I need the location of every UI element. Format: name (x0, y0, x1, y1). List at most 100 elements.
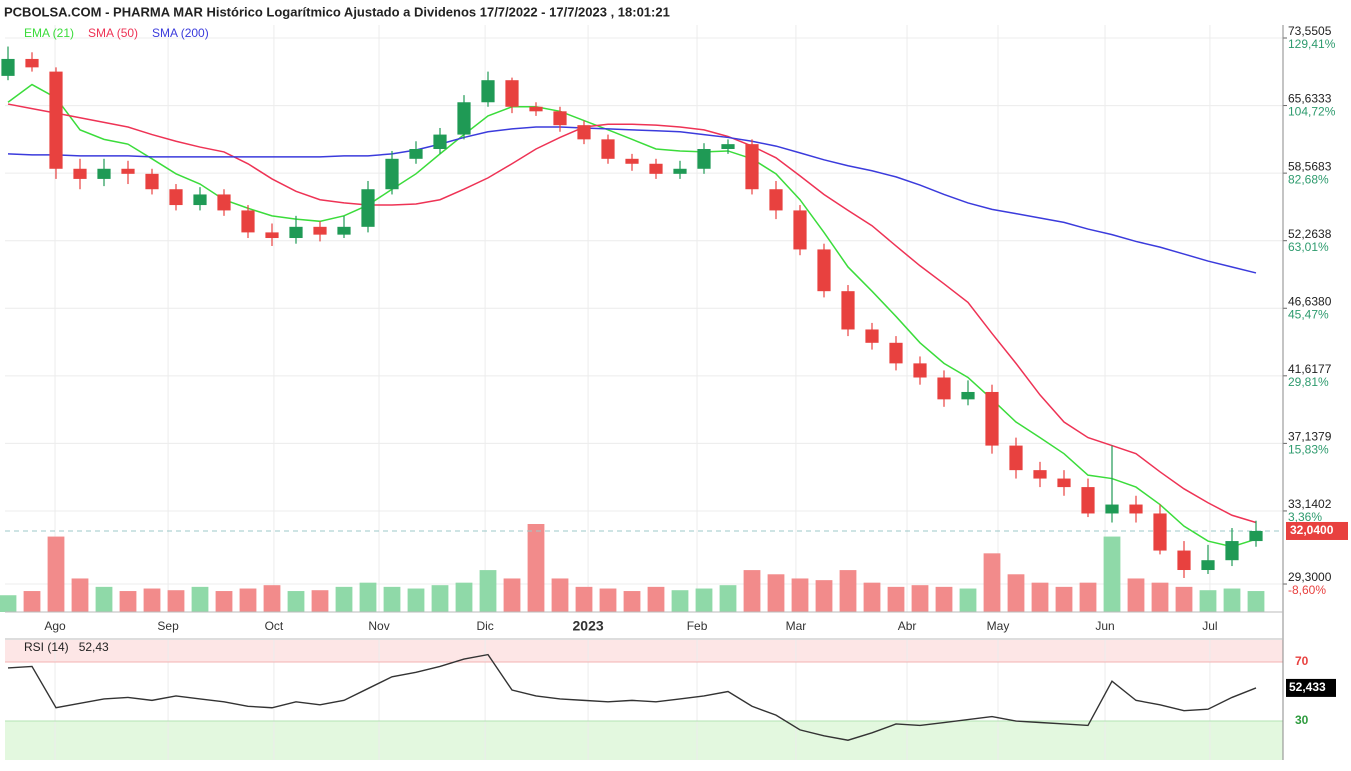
volume-bar (983, 553, 1001, 612)
volume-bar (287, 591, 305, 612)
volume-bar (791, 578, 809, 612)
volume-bar (935, 586, 953, 612)
x-tick-label: Ago (44, 619, 66, 633)
rsi-tick-label: 70 (1295, 654, 1309, 668)
candle-body (265, 232, 279, 239)
volume-bar (599, 588, 617, 612)
x-tick-label: 2023 (573, 618, 604, 634)
y-tick-percent: 29,81% (1288, 375, 1329, 389)
volume-bar (119, 591, 137, 612)
rsi-name: RSI (14) (24, 640, 69, 654)
volume-bar (575, 586, 593, 612)
volume-bar (1103, 536, 1121, 612)
candle-body (1, 58, 15, 76)
candle-body (913, 363, 927, 378)
candle-body (457, 102, 471, 135)
y-tick-label: 37,1379 (1288, 430, 1332, 444)
candle-body (961, 391, 975, 400)
y-tick-label: 41,6177 (1288, 362, 1332, 376)
legend-entry: SMA (50) (88, 26, 138, 40)
y-tick-percent: 63,01% (1288, 240, 1329, 254)
volume-bar (551, 578, 569, 612)
volume-bar (263, 585, 281, 612)
y-tick-percent: 45,47% (1288, 307, 1329, 321)
y-tick-label: 33,1402 (1288, 497, 1332, 511)
y-tick-percent: 129,41% (1288, 37, 1336, 51)
volume-bar (359, 582, 377, 612)
x-tick-label: Nov (368, 619, 389, 633)
candle-body (649, 163, 663, 174)
volume-bar (455, 582, 473, 612)
volume-bar (143, 588, 161, 612)
rsi-oversold-zone (5, 721, 1283, 760)
volume-bar (887, 586, 905, 612)
candle-body (769, 189, 783, 211)
candle-body (1033, 470, 1047, 479)
x-tick-label: Jun (1095, 619, 1114, 633)
candle-body (145, 173, 159, 190)
volume-bar (815, 580, 833, 612)
chart-title: PCBOLSA.COM - PHARMA MAR Histórico Logar… (4, 4, 670, 19)
candle-body (865, 329, 879, 343)
candle-body (1081, 487, 1095, 514)
volume-bar (335, 586, 353, 612)
volume-bar (839, 570, 857, 612)
candle-body (745, 144, 759, 190)
volume-bar (191, 586, 209, 612)
volume-bar (1055, 586, 1073, 612)
candle-body (577, 125, 591, 140)
volume-bar (23, 591, 41, 612)
candle-body (1177, 550, 1191, 571)
volume-bar (239, 588, 257, 612)
volume-bar (503, 578, 521, 612)
volume-bar (527, 524, 545, 612)
y-tick-label: 52,2638 (1288, 227, 1332, 241)
candle-body (1057, 478, 1071, 488)
volume-bar (1247, 591, 1265, 612)
volume-bar (623, 591, 641, 612)
volume-bar (647, 586, 665, 612)
candle-body (529, 106, 543, 112)
candle-body (505, 80, 519, 107)
candle-body (409, 148, 423, 159)
volume-bar (479, 570, 497, 612)
candle-body (673, 168, 687, 174)
candle-body (433, 134, 447, 149)
moving-average-line (7, 83, 1257, 548)
candle-body (73, 168, 87, 179)
candle-body (889, 342, 903, 364)
volume-bar (767, 574, 785, 612)
volume-bar (0, 595, 17, 612)
x-tick-label: Feb (687, 619, 708, 633)
y-tick-percent: -8,60% (1288, 583, 1326, 597)
y-tick-percent: 104,72% (1288, 105, 1336, 119)
volume-bar (671, 590, 689, 612)
candle-body (337, 226, 351, 235)
volume-bar (863, 582, 881, 612)
candle-body (481, 80, 495, 103)
x-tick-label: Jul (1202, 619, 1217, 633)
volume-bar (959, 588, 977, 612)
volume-bar (311, 590, 329, 612)
rsi-last-label: 52,433 (1289, 680, 1326, 694)
candle-body (241, 210, 255, 233)
last-price-tag (1286, 521, 1348, 540)
candle-body (361, 189, 375, 227)
legend-entry: SMA (200) (152, 26, 209, 40)
volume-bar (1223, 588, 1241, 612)
volume-bar (1199, 590, 1217, 612)
candle-body (1105, 504, 1119, 514)
candle-body (1249, 530, 1263, 542)
x-tick-label: Abr (898, 619, 917, 633)
volume-bar (383, 586, 401, 612)
rsi-last-tag (1286, 678, 1336, 697)
y-tick-label: 29,3000 (1288, 570, 1332, 584)
y-tick-percent: 3,36% (1288, 510, 1322, 524)
volume-bar (695, 588, 713, 612)
candle-body (217, 194, 231, 211)
rsi-tick-label: 30 (1295, 713, 1309, 727)
candle-body (1225, 541, 1239, 561)
candle-body (313, 226, 327, 235)
